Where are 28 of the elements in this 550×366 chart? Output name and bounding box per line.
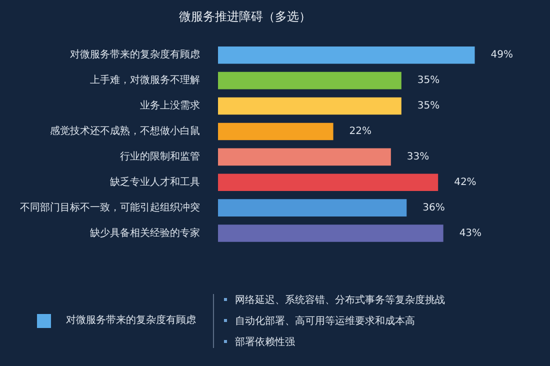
- bar: [218, 148, 391, 166]
- y-tick-label: 不同部门目标不一致，可能引起组织冲突: [20, 201, 200, 214]
- y-tick-label: 感觉技术还不成熟，不想做小白鼠: [50, 125, 200, 138]
- data-label: 43%: [459, 228, 482, 239]
- y-tick-label: 缺乏专业人才和工具: [110, 176, 200, 188]
- data-label: 42%: [454, 176, 476, 188]
- data-label: 33%: [406, 152, 430, 163]
- y-tick-label: 上手难，对微服务不理解: [90, 74, 200, 86]
- text: 部署依赖性强: [235, 337, 295, 348]
- y-tick-label: 对微服务带来的复杂度有顾虑: [70, 48, 200, 61]
- data-label: 36%: [422, 202, 445, 214]
- text: 自动化部署、高可用等运维要求和成本高: [235, 316, 415, 327]
- data-label: 22%: [349, 126, 372, 138]
- text: 网络延迟、系统容错、分布式事务等复杂度挑战: [235, 295, 445, 306]
- bar: [218, 199, 407, 216]
- bar: [218, 224, 444, 242]
- y-tick-label: 行业的限制和监管: [120, 150, 200, 163]
- chart-title: 微服务推进障碍（多选）: [179, 9, 311, 24]
- data-label: 49%: [490, 50, 513, 61]
- bar: [218, 72, 402, 90]
- data-label: 35%: [417, 75, 440, 86]
- data-label: 35%: [417, 100, 440, 112]
- bar: [218, 46, 475, 64]
- y-tick-label: 业务上没需求: [140, 100, 200, 112]
- bar: [218, 97, 402, 115]
- bar: [218, 122, 334, 140]
- bar: [218, 174, 438, 192]
- y-tick-label: 缺少具备相关经验的专家: [90, 226, 200, 239]
